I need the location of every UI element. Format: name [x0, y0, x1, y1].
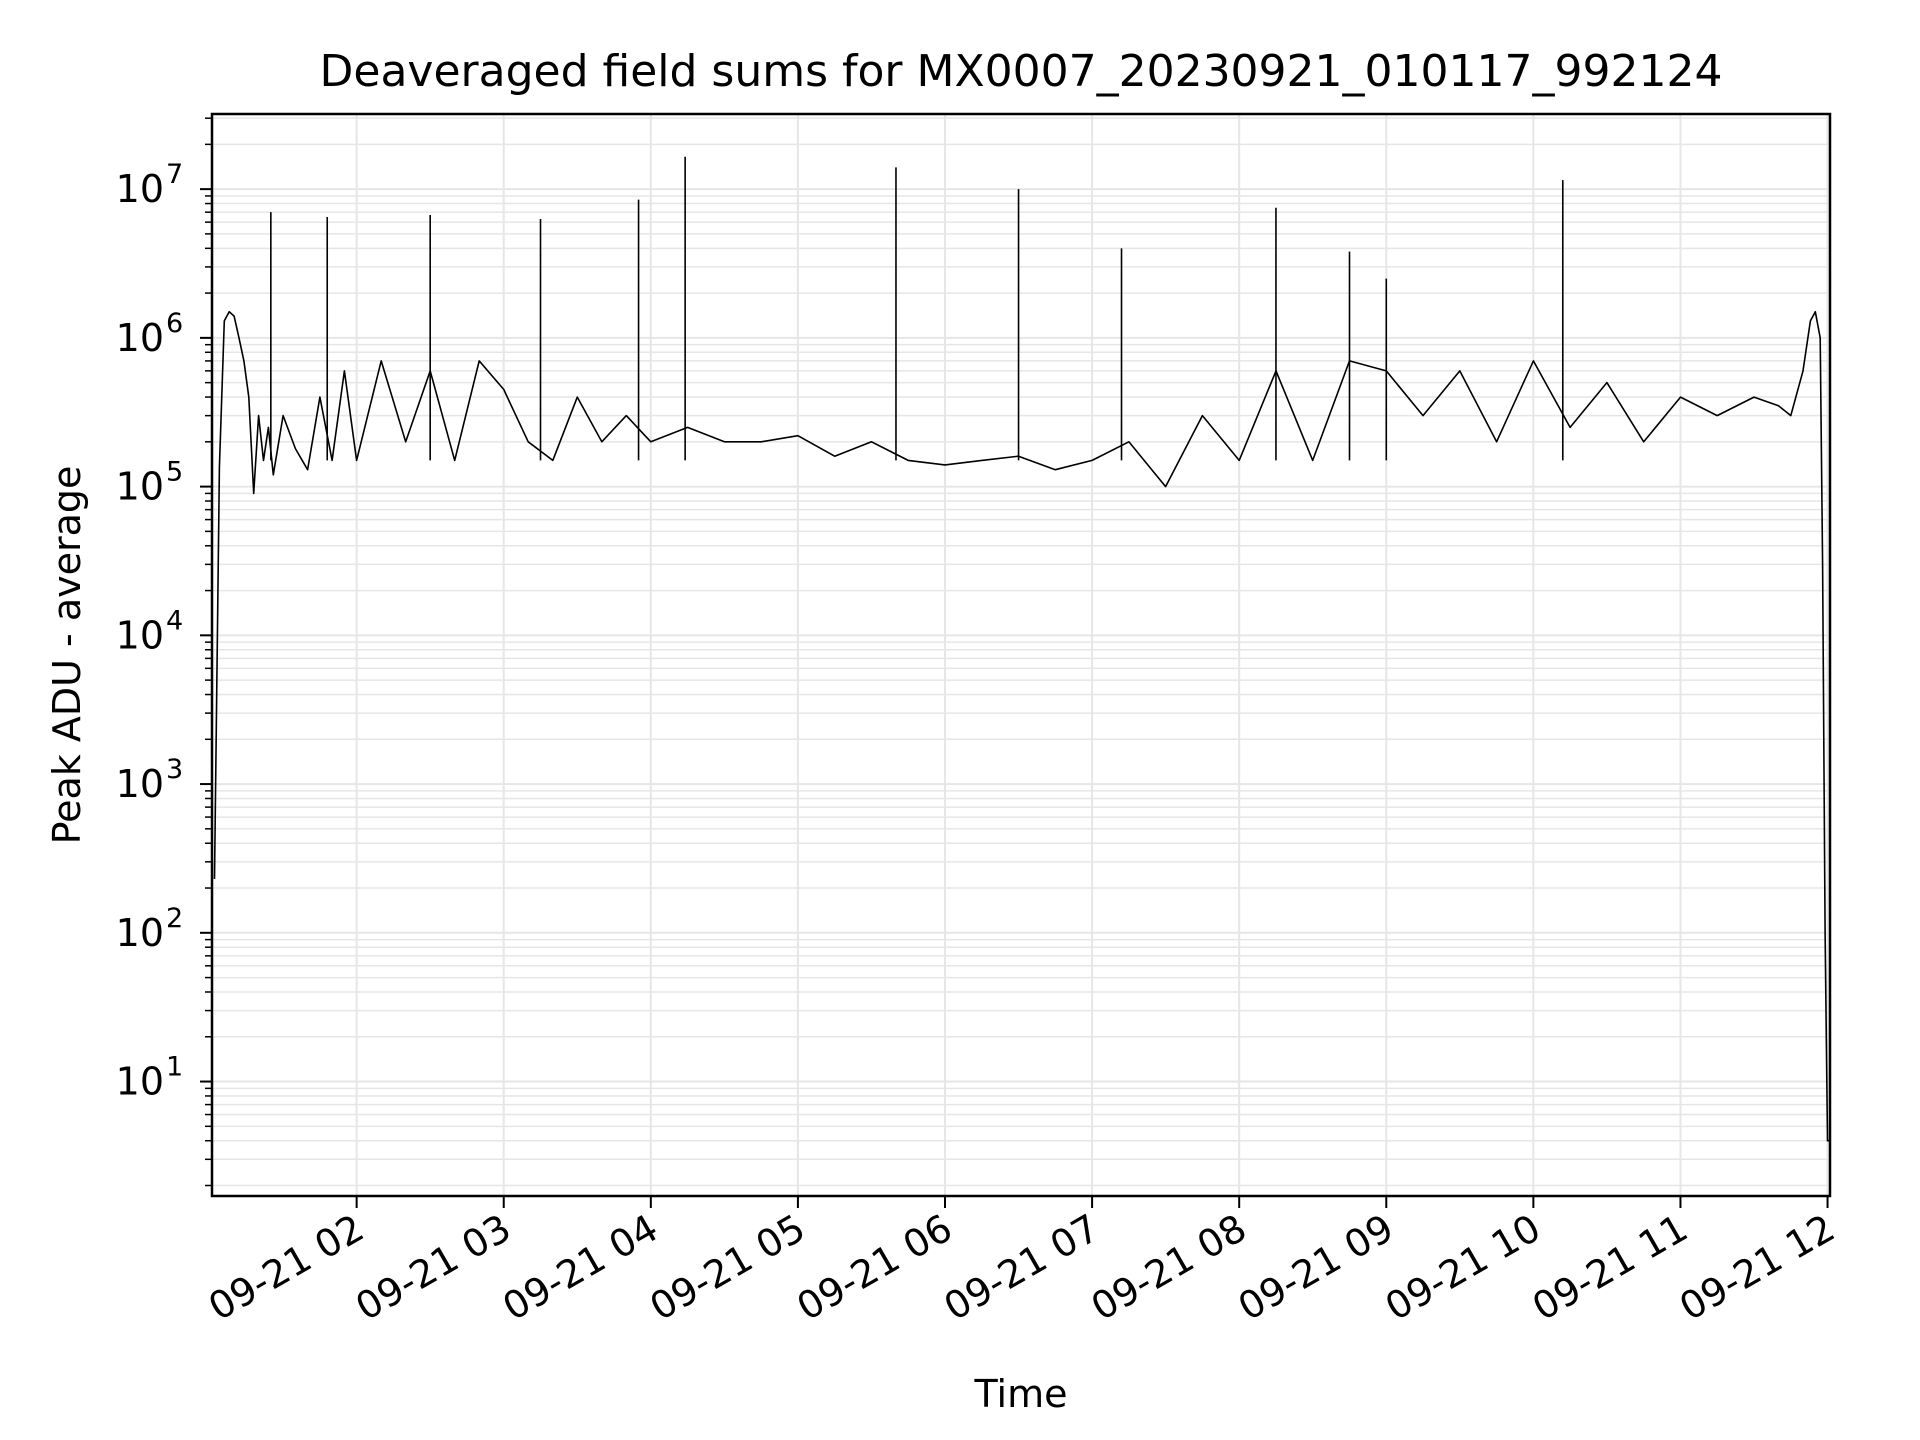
y-tick-label: 10: [116, 911, 164, 955]
chart-title: Deaveraged field sums for MX0007_2023092…: [320, 46, 1723, 97]
series-group: [213, 156, 1830, 1142]
x-axis-label: Time: [974, 1372, 1068, 1416]
y-tick-exponent: 6: [166, 308, 183, 339]
y-tick-label: 10: [116, 613, 164, 657]
y-tick-exponent: 5: [166, 457, 183, 488]
y-tick-exponent: 3: [166, 754, 183, 785]
series-line: [213, 310, 1830, 1142]
y-tick-exponent: 4: [166, 605, 183, 636]
y-tick-label: 10: [116, 465, 164, 509]
grid: [212, 114, 1830, 1196]
y-tick-label: 10: [116, 1060, 164, 1104]
y-tick-exponent: 1: [166, 1052, 183, 1083]
y-tick-label: 10: [116, 316, 164, 360]
y-tick-exponent: 7: [166, 159, 183, 190]
plot-frame: [210, 112, 1832, 1198]
y-tick-label: 10: [116, 167, 164, 211]
y-axis-label: Peak ADU - average: [45, 466, 89, 845]
y-tick-exponent: 2: [166, 903, 183, 934]
y-tick-label: 10: [116, 762, 164, 806]
